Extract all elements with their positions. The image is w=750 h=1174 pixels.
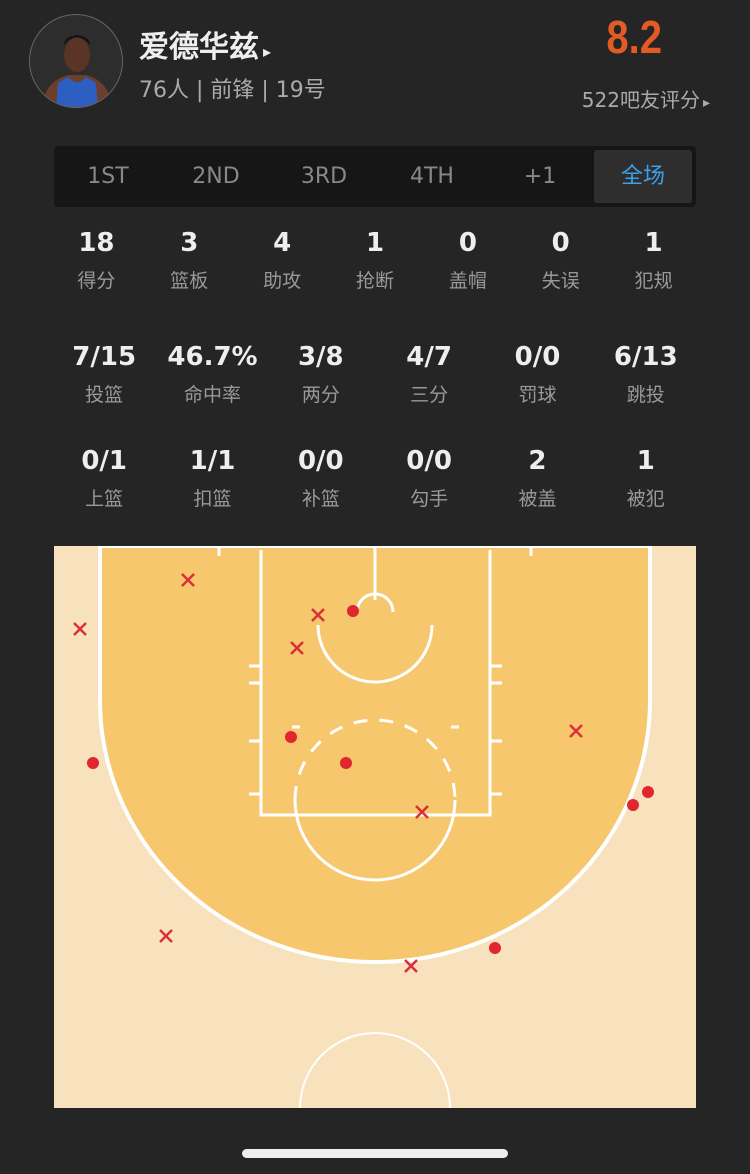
stat-5: 1 被犯 <box>592 446 700 511</box>
stat-value: 1/1 <box>189 446 236 476</box>
made-shot-dot <box>340 757 352 769</box>
stat-1: 1/1 扣篮 <box>158 446 266 511</box>
stat-0: 7/15 投篮 <box>50 342 158 407</box>
three-point-area <box>98 546 652 964</box>
stat-value: 0/0 <box>514 342 561 372</box>
player-rating: 8.2 <box>606 12 662 64</box>
missed-shot-x <box>404 959 418 973</box>
stat-label: 被盖 <box>518 488 557 510</box>
tab-2nd[interactable]: 2ND <box>192 164 240 189</box>
arrow-right-icon: ▸ <box>702 95 710 111</box>
tab-ot[interactable]: +1 <box>523 164 557 189</box>
player-name[interactable]: 爱德华兹 ▸ <box>139 22 271 66</box>
stat-label: 两分 <box>301 384 340 406</box>
stat-label: 跳投 <box>626 384 665 406</box>
stat-value: 46.7% <box>167 342 258 372</box>
made-shot-dot <box>489 942 501 954</box>
player-avatar[interactable] <box>29 14 123 108</box>
stat-label: 罚球 <box>518 384 557 406</box>
rating-votes-link[interactable]: 522吧友评分 ▸ <box>582 84 710 113</box>
stat-4: 0/0 罚球 <box>483 342 591 407</box>
stat-label: 被犯 <box>626 488 665 510</box>
player-info: 76人 | 前锋 | 19号 <box>139 78 326 103</box>
stat-value: 3/8 <box>297 342 344 372</box>
stat-label: 助攻 <box>263 270 302 292</box>
player-photo-icon <box>42 35 112 107</box>
stat-2: 3/8 两分 <box>267 342 375 407</box>
missed-shot-x <box>73 622 87 636</box>
made-shot-dot <box>285 731 297 743</box>
stat-value: 18 <box>78 228 115 258</box>
tab-full-game[interactable]: 全场 <box>594 150 692 203</box>
stat-value: 0/0 <box>406 446 452 476</box>
stat-label: 命中率 <box>183 384 241 406</box>
stat-label: 扣篮 <box>193 488 232 510</box>
stat-3: 1 抢断 <box>329 228 422 293</box>
arrow-right-icon: ▸ <box>263 42 272 61</box>
missed-shot-x <box>181 573 195 587</box>
stat-0: 18 得分 <box>50 228 143 293</box>
stat-3: 4/7 三分 <box>375 342 483 407</box>
missed-shot-x <box>569 724 583 738</box>
stat-2: 0/0 补篮 <box>267 446 375 511</box>
stat-2: 4 助攻 <box>236 228 329 293</box>
made-shot-dot <box>627 799 639 811</box>
stat-label: 上篮 <box>85 488 124 510</box>
made-shot-dot <box>347 605 359 617</box>
stat-value: 3 <box>180 228 199 258</box>
stat-value: 6/13 <box>613 342 678 372</box>
stat-label: 失误 <box>541 270 580 292</box>
stat-5: 6/13 跳投 <box>592 342 700 407</box>
stat-value: 0/1 <box>81 446 127 476</box>
stat-label: 得分 <box>77 270 116 292</box>
tab-1st[interactable]: 1ST <box>87 164 129 189</box>
stat-label: 犯规 <box>634 270 673 292</box>
stat-value: 1 <box>644 228 663 258</box>
stat-1: 3 篮板 <box>143 228 236 293</box>
missed-shot-x <box>415 805 429 819</box>
made-shot-dot <box>642 786 654 798</box>
missed-shot-x <box>311 608 325 622</box>
stat-value: 0/0 <box>297 446 344 476</box>
stat-1: 46.7% 命中率 <box>158 342 266 407</box>
shot-type-stats-row: 0/1 上篮 1/1 扣篮 0/0 补篮 0/0 勾手 2 被盖 1 被犯 <box>50 446 700 511</box>
stat-value: 7/15 <box>72 342 137 372</box>
stat-value: 0 <box>551 228 570 258</box>
shooting-stats-row: 7/15 投篮 46.7% 命中率 3/8 两分 4/7 三分 0/0 罚球 6/13 跳投 <box>50 342 700 407</box>
votes-text: 522吧友评分 <box>581 88 700 112</box>
home-indicator[interactable] <box>242 1149 508 1158</box>
stat-3: 0/0 勾手 <box>375 446 483 511</box>
shot-chart <box>54 546 696 1108</box>
player-name-text: 爱德华兹 <box>139 30 259 65</box>
stat-label: 三分 <box>410 384 449 406</box>
stat-value: 4 <box>273 228 292 258</box>
court-lines <box>217 546 533 1108</box>
stat-label: 篮板 <box>170 270 209 292</box>
stat-6: 1 犯规 <box>607 228 700 293</box>
stat-value: 1 <box>636 446 655 476</box>
stat-value: 1 <box>365 228 385 258</box>
period-tabs: 1ST 2ND 3RD 4TH +1 全场 <box>54 146 696 207</box>
stat-4: 0 盖帽 <box>421 228 514 293</box>
stat-value: 4/7 <box>406 342 452 372</box>
made-shot-dot <box>87 757 99 769</box>
stat-label: 投篮 <box>85 384 124 406</box>
stat-label: 抢断 <box>356 270 395 292</box>
stat-label: 盖帽 <box>448 270 487 292</box>
missed-shot-x <box>159 929 173 943</box>
stat-label: 勾手 <box>410 488 449 510</box>
stat-5: 0 失误 <box>514 228 607 293</box>
stat-label: 补篮 <box>301 488 340 510</box>
shot-markers <box>73 573 654 973</box>
stat-0: 0/1 上篮 <box>50 446 158 511</box>
stat-value: 0 <box>458 228 477 258</box>
stat-4: 2 被盖 <box>483 446 591 511</box>
tab-4th[interactable]: 4TH <box>410 164 454 189</box>
tab-3rd[interactable]: 3RD <box>300 164 348 189</box>
basic-stats-row: 18 得分 3 篮板 4 助攻 1 抢断 0 盖帽 0 失误 1 犯规 <box>50 228 700 293</box>
stat-value: 2 <box>528 446 547 476</box>
missed-shot-x <box>290 641 304 655</box>
